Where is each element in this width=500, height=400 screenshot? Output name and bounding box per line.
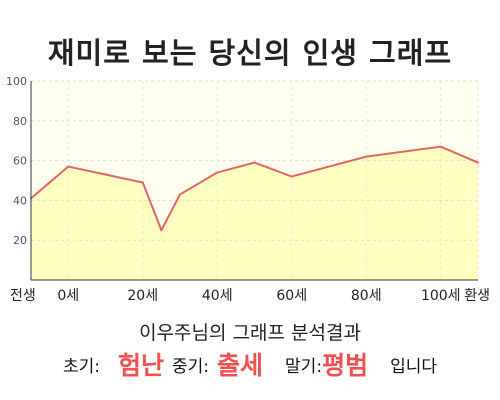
data-point [104, 173, 107, 176]
data-point [67, 165, 70, 168]
early-label: 초기: [62, 357, 100, 377]
y-tick-label: 20 [13, 234, 27, 247]
y-tick-label: 40 [13, 194, 27, 207]
data-point [253, 161, 256, 164]
x-tick-label: 40세 [202, 288, 233, 304]
data-point [290, 175, 293, 178]
result-heading: 이우주님의 그래프 분석결과 [139, 322, 361, 344]
chart-title: 재미로 보는 당신의 인생 그래프 [47, 36, 453, 70]
data-point [328, 165, 330, 168]
early-value: 험난 [118, 351, 165, 380]
result-summary: 초기: 험난 중기: 출세 말기:평범 입니다 [0, 346, 500, 382]
x-tick-label: 전생 [10, 288, 36, 304]
late-value: 평범 [322, 351, 369, 380]
data-point [179, 193, 181, 196]
y-tick-label: 60 [13, 155, 27, 168]
x-tick-label: 100세 [421, 288, 461, 304]
area-fill [31, 146, 478, 280]
x-tick-label: 60세 [276, 288, 307, 304]
data-point [216, 171, 219, 174]
x-tick-label: 80세 [351, 288, 382, 304]
data-point [160, 229, 163, 232]
result-ending: 입니다 [390, 357, 437, 377]
x-tick-label: 환생 [464, 288, 490, 304]
x-tick-label: 0세 [57, 288, 79, 304]
data-point [365, 155, 368, 158]
late-label: 말기: [285, 357, 323, 377]
middle-label: 중기: [172, 357, 210, 377]
y-tick-label: 80 [13, 115, 27, 128]
x-tick-label: 20세 [127, 288, 158, 304]
middle-value: 출세 [217, 351, 264, 380]
y-tick-label: 100 [6, 75, 27, 88]
data-point [439, 145, 442, 148]
data-point [477, 161, 479, 164]
data-point [141, 181, 144, 184]
